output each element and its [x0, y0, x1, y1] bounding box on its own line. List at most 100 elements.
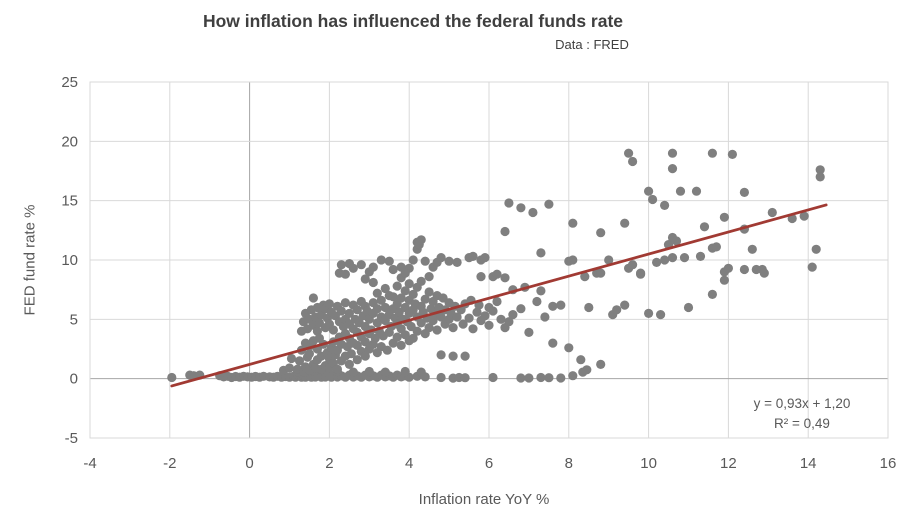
- scatter-point: [388, 292, 398, 302]
- scatter-point: [286, 353, 297, 364]
- scatter-point: [372, 288, 382, 298]
- x-tick-label: 10: [640, 455, 657, 472]
- scatter-point: [719, 275, 730, 285]
- scatter-point: [683, 302, 694, 313]
- scatter-point: [536, 248, 546, 258]
- scatter-point: [596, 228, 606, 238]
- scatter-point: [488, 372, 498, 383]
- scatter-point: [620, 300, 630, 310]
- scatter-point: [488, 306, 498, 316]
- scatter-point: [167, 372, 177, 383]
- scatter-point: [336, 306, 346, 316]
- scatter-point: [480, 253, 490, 263]
- scatter-point: [382, 345, 392, 355]
- scatter-point: [348, 263, 358, 273]
- x-axis-title: Inflation rate YoY %: [418, 491, 550, 508]
- scatter-point: [460, 373, 470, 383]
- scatter-point: [340, 298, 350, 308]
- scatter-point: [667, 148, 678, 158]
- scatter-point: [452, 312, 462, 322]
- scatter-point: [458, 319, 468, 329]
- scatter-point: [380, 302, 390, 313]
- scatter-point: [508, 310, 518, 320]
- y-tick-label: 0: [70, 371, 78, 388]
- x-tick-label: 16: [880, 455, 897, 472]
- x-tick-label: 4: [405, 455, 413, 472]
- trendline-equation: y = 0,93x + 1,20: [753, 396, 851, 411]
- scatter-point: [727, 149, 738, 159]
- scatter-point: [352, 355, 362, 365]
- y-axis-title: FED fund rate %: [21, 204, 39, 316]
- scatter-point: [707, 289, 718, 299]
- scatter-point: [544, 373, 554, 383]
- scatter-point: [416, 235, 426, 245]
- scatter-point: [448, 351, 458, 361]
- scatter-point: [691, 186, 702, 196]
- scatter-point: [388, 264, 398, 275]
- scatter-point: [400, 366, 410, 377]
- scatter-point: [671, 236, 682, 246]
- scatter-point: [346, 349, 356, 359]
- x-tick-label: 6: [485, 455, 493, 472]
- x-tick-label: 0: [245, 455, 253, 472]
- scatter-point: [652, 257, 662, 267]
- scatter-point: [436, 253, 446, 263]
- scatter-point: [396, 340, 406, 350]
- scatter-point: [536, 286, 546, 296]
- scatter-point: [628, 156, 638, 167]
- scatter-point: [324, 299, 334, 309]
- y-tick-label: 25: [61, 74, 78, 91]
- y-tick-label: 15: [61, 193, 78, 210]
- scatter-point: [500, 226, 510, 237]
- scatter-point: [604, 255, 614, 265]
- scatter-point: [516, 373, 526, 383]
- scatter-point: [344, 359, 354, 369]
- y-tick-label: -5: [65, 430, 78, 447]
- scatter-point: [576, 355, 586, 365]
- scatter-point: [675, 186, 686, 196]
- scatter-point: [584, 302, 594, 313]
- scatter-point: [468, 324, 478, 334]
- scatter-point: [360, 274, 370, 284]
- scatter-point: [564, 343, 574, 353]
- scatter-point: [328, 325, 338, 335]
- scatter-point: [739, 187, 750, 197]
- scatter-point: [380, 283, 390, 294]
- scatter-point: [711, 242, 722, 252]
- scatter-point: [392, 281, 402, 291]
- scatter-point: [624, 148, 634, 158]
- scatter-point: [420, 256, 430, 266]
- scatter-point: [436, 350, 446, 360]
- scatter-point: [807, 262, 817, 272]
- scatter-point: [348, 367, 358, 377]
- scatter-point: [480, 311, 490, 321]
- scatter-point: [396, 293, 406, 303]
- scatter-point: [492, 296, 502, 307]
- scatter-point: [799, 211, 809, 221]
- scatter-point: [376, 255, 386, 265]
- scatter-point: [432, 325, 442, 335]
- scatter-point: [332, 364, 342, 374]
- trendline-r-squared: R² = 0,49: [774, 416, 830, 431]
- scatter-point: [548, 338, 558, 348]
- scatter-point: [636, 268, 646, 278]
- scatter-point: [596, 359, 606, 369]
- scatter-point: [492, 269, 502, 279]
- scatter-point: [500, 273, 510, 283]
- scatter-point: [568, 255, 578, 265]
- scatter-point: [695, 251, 706, 261]
- scatter-point: [811, 244, 821, 254]
- scatter-point: [416, 367, 426, 377]
- scatter-point: [528, 207, 538, 218]
- scatter-point: [416, 276, 426, 286]
- trendline-label: y = 0,93x + 1,20 R² = 0,49: [754, 394, 851, 434]
- scatter-point: [723, 263, 734, 273]
- scatter-point: [360, 351, 370, 361]
- scatter-point: [707, 148, 718, 158]
- scatter-point: [739, 264, 750, 275]
- plot-border: [89, 81, 889, 439]
- scatter-point: [516, 203, 526, 213]
- scatter-point: [340, 269, 350, 279]
- scatter-point: [460, 351, 470, 361]
